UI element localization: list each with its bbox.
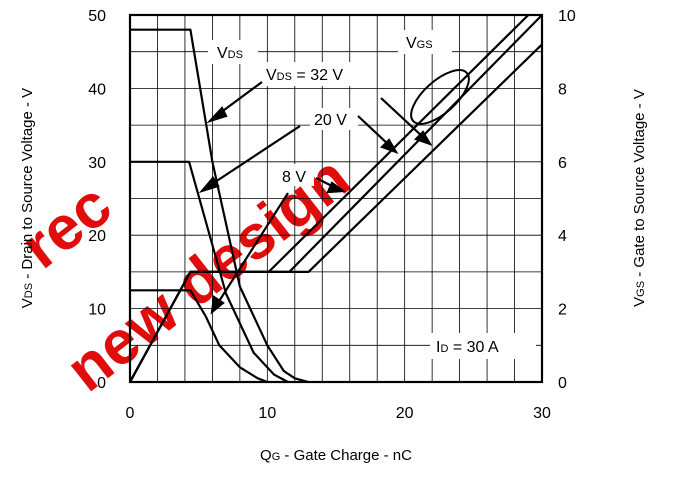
v8-label: 8 V (282, 169, 306, 186)
arrow-v32-head (206, 106, 228, 124)
v32-label-bg (262, 62, 370, 86)
series-line-vds-32-v (130, 28, 309, 384)
y-left-tick-label: 0 (97, 375, 106, 392)
v20-label: 20 V (314, 112, 347, 129)
x-axis-label: QG - Gate Charge - nC (260, 447, 412, 464)
x-tick-label: 20 (396, 405, 414, 422)
watermark: rec new design (9, 143, 363, 405)
v8-label-bg (278, 164, 314, 186)
y-right-tick-label: 6 (558, 155, 567, 172)
y-left-axis-label: VDS - Drain to Source Voltage - V (19, 88, 36, 308)
arrow-v8-head (210, 295, 225, 315)
vds-label-bg (208, 40, 258, 64)
y-left-tick-label: 50 (88, 8, 106, 25)
plot-frame (128, 13, 544, 384)
y-left-tick-label: 40 (88, 81, 106, 98)
series-lines (129, 14, 543, 384)
v20-label-bg (310, 108, 358, 130)
vgs-curve-label: VGS (406, 35, 433, 52)
y-right-tick-label: 4 (558, 228, 567, 245)
y-right-tick-label: 0 (558, 375, 567, 392)
annotation-arrows (198, 81, 433, 315)
arrow-v8 (215, 192, 289, 307)
y-right-tick-label: 8 (558, 81, 567, 98)
vds-curve-label: VDS (217, 45, 243, 62)
x-tick-label: 10 (258, 405, 276, 422)
vgs-group-ellipse (410, 69, 470, 125)
y-left-tick-label: 30 (88, 155, 106, 172)
y-right-axis-label: VGS - Gate to Source Voltage - V (631, 89, 648, 307)
arrow-v20 (208, 125, 301, 187)
y-right-tick-label: 2 (558, 302, 567, 319)
arrow-v8-right-head (326, 181, 347, 194)
y-left-tick-label: 20 (88, 228, 106, 245)
id-label-bg (430, 333, 536, 359)
arrow-vgs-ellipse-head (413, 130, 433, 147)
x-tick-label: 0 (126, 405, 135, 422)
v32-label: VDS = 32 V (266, 67, 343, 84)
arrow-v20-right (357, 115, 391, 147)
x-tick-label: 30 (533, 405, 551, 422)
arrow-vgs-ellipse (380, 97, 425, 139)
y-left-tick-label: 10 (88, 302, 106, 319)
vgs-label-bg (398, 30, 452, 54)
arrow-v20-right-head (379, 138, 399, 155)
series-line-vds-20-v (130, 160, 289, 383)
y-right-tick-label: 10 (558, 8, 576, 25)
id-label: ID = 30 A (436, 339, 499, 356)
arrow-v20-head (198, 176, 220, 194)
tick-labels: 0 10 20 30 0 10 20 30 40 50 0 2 4 6 8 10 (88, 8, 576, 422)
series-line-vgs-32-v (129, 43, 543, 383)
annotations: VDS VGS VDS = 32 V 20 V 8 V ID = 30 A (198, 30, 536, 359)
series-line-vds-8-v (130, 289, 268, 384)
